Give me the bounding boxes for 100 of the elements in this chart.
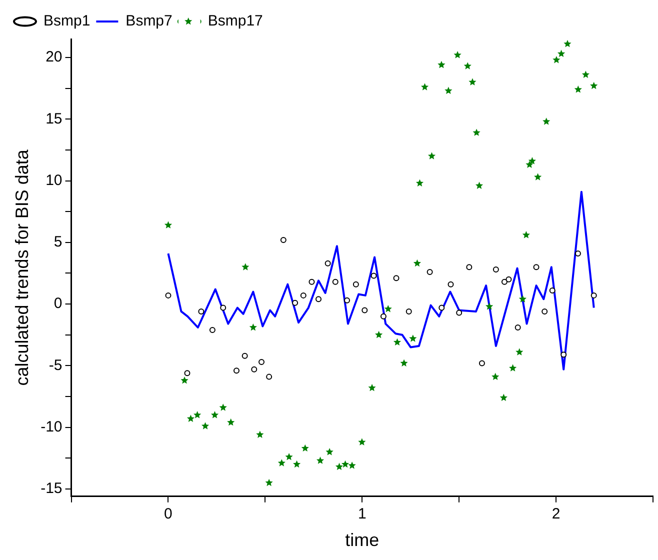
legend-label: Bsmp7 (126, 12, 172, 30)
point (533, 264, 540, 270)
x-tick-label: 0 (164, 506, 172, 523)
point (278, 459, 286, 466)
point (528, 157, 536, 164)
point (300, 292, 306, 298)
point (344, 297, 350, 304)
point (348, 462, 356, 469)
point (280, 236, 286, 243)
point (426, 269, 433, 276)
x-tick-label: 1 (358, 506, 366, 523)
point (590, 82, 598, 90)
point (266, 374, 272, 380)
point (444, 86, 452, 94)
point (335, 462, 344, 470)
legend-label: Bsmp1 (44, 12, 90, 30)
y-tick-label: 20 (46, 48, 62, 66)
point (454, 51, 462, 58)
point (500, 394, 508, 402)
point (472, 128, 480, 136)
point (362, 307, 368, 314)
y-tick-label: 5 (54, 234, 62, 251)
point (393, 275, 400, 282)
point (375, 330, 383, 338)
point (341, 460, 350, 468)
point (574, 250, 581, 257)
point (509, 364, 517, 372)
point (249, 323, 257, 331)
point (180, 376, 188, 384)
point (301, 444, 309, 452)
point (358, 438, 366, 446)
point (332, 278, 338, 285)
y-tick-label: -5 (48, 356, 62, 374)
y-tick-label: 15 (46, 110, 62, 128)
point (400, 359, 408, 366)
point (582, 70, 590, 78)
point (468, 78, 476, 86)
legend-label: Bsmp17 (208, 12, 263, 30)
x-tick-label: 2 (552, 506, 560, 523)
point (265, 478, 273, 486)
point (316, 296, 322, 302)
x-axis-title: time (345, 530, 380, 550)
point (448, 281, 454, 288)
point (516, 348, 524, 356)
point (514, 324, 521, 330)
point (590, 292, 597, 298)
point (416, 179, 424, 186)
point (370, 272, 377, 279)
point (258, 359, 264, 366)
point (557, 50, 566, 58)
point (464, 62, 472, 70)
point (518, 295, 526, 302)
point (164, 221, 172, 228)
point (564, 40, 572, 48)
point (486, 302, 494, 310)
point (316, 456, 324, 464)
point (552, 56, 560, 64)
point (242, 352, 248, 359)
point (242, 263, 250, 270)
point (478, 360, 485, 366)
point (251, 366, 258, 372)
point (292, 300, 298, 306)
point (219, 404, 227, 411)
point (256, 430, 264, 438)
y-tick-label: -15 (40, 480, 62, 498)
point (492, 266, 499, 273)
point (501, 278, 508, 285)
point (542, 308, 548, 314)
point (526, 160, 534, 168)
point (380, 313, 386, 320)
point (352, 281, 359, 288)
point (522, 231, 530, 238)
point (233, 368, 240, 374)
point (201, 422, 210, 430)
point (220, 304, 226, 311)
point (393, 338, 402, 346)
point (186, 414, 195, 422)
point (475, 182, 484, 189)
point (368, 384, 376, 392)
point (549, 288, 556, 294)
point (428, 152, 436, 160)
point (438, 304, 445, 311)
point (574, 86, 582, 93)
point (384, 305, 392, 312)
point (227, 418, 235, 426)
point (420, 83, 429, 90)
y-tick-label: -10 (40, 418, 62, 436)
point (209, 326, 216, 333)
point (194, 411, 202, 418)
point (285, 452, 293, 460)
point (456, 310, 462, 316)
point (506, 276, 512, 282)
y-tick-label: 10 (46, 172, 62, 189)
point (165, 292, 172, 298)
point (406, 308, 412, 314)
y-tick-label: 0 (54, 295, 62, 312)
y-axis-title: calculated trends for BIS data (12, 148, 32, 386)
point (534, 173, 542, 180)
point (198, 308, 204, 314)
point (292, 460, 301, 468)
